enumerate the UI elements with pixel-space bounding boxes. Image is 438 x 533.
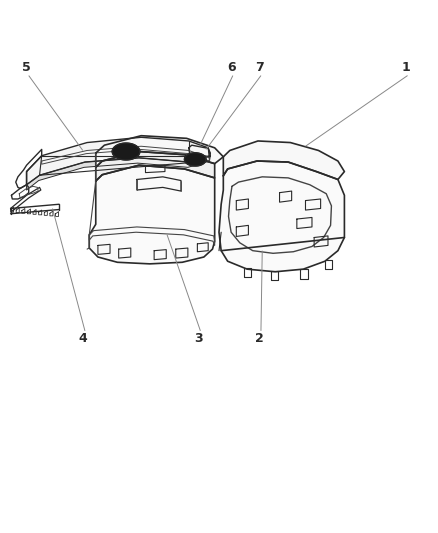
Polygon shape bbox=[219, 161, 344, 272]
Polygon shape bbox=[184, 153, 206, 166]
Text: 7: 7 bbox=[255, 61, 264, 74]
Text: 4: 4 bbox=[78, 333, 87, 345]
Polygon shape bbox=[223, 141, 344, 180]
Text: 6: 6 bbox=[227, 61, 235, 74]
Polygon shape bbox=[27, 138, 210, 185]
Polygon shape bbox=[96, 151, 215, 181]
Polygon shape bbox=[27, 156, 210, 190]
Text: 2: 2 bbox=[255, 333, 264, 345]
Text: 1: 1 bbox=[402, 61, 410, 74]
Text: 5: 5 bbox=[22, 61, 31, 74]
Polygon shape bbox=[89, 165, 215, 264]
Polygon shape bbox=[96, 136, 223, 167]
Polygon shape bbox=[112, 143, 140, 160]
Text: 3: 3 bbox=[194, 333, 203, 345]
